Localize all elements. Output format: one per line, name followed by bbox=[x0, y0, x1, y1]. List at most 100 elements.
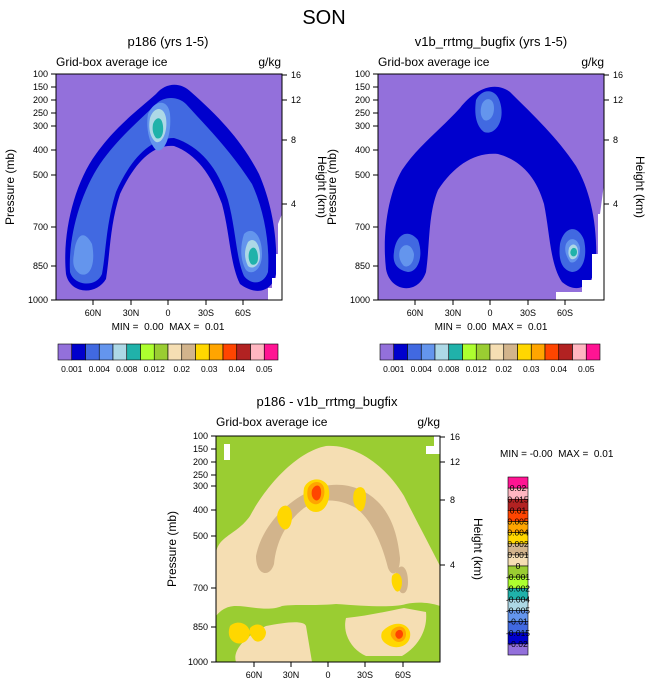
y-tick-label: 400 bbox=[33, 145, 48, 155]
contour-0.001 bbox=[384, 86, 597, 289]
colorbar-label: 0.001 bbox=[61, 364, 83, 374]
y-tick-label: 500 bbox=[193, 531, 208, 541]
y-axis-right: Height (km) 16 12 8 4 bbox=[282, 70, 329, 218]
x-tick-label: 30S bbox=[520, 308, 536, 318]
colorbar-label: 0.001 bbox=[507, 550, 529, 560]
colorbar: 0.001 0.004 0.008 0.012 0.02 0.03 0.04 0.05 bbox=[379, 343, 601, 374]
stats-text: MIN = 0.00 MAX = 0.01 bbox=[435, 322, 548, 333]
colorbar-label: 0.004 bbox=[411, 364, 433, 374]
y-tick-label: 100 bbox=[193, 431, 208, 441]
y-right-tick-label: 8 bbox=[291, 135, 296, 145]
x-tick-label: 60S bbox=[557, 308, 573, 318]
y-right-tick-label: 16 bbox=[291, 70, 301, 80]
y-tick-label: 1000 bbox=[28, 295, 48, 305]
contour-0.02 bbox=[570, 247, 577, 257]
colorbar-swatch bbox=[585, 343, 601, 361]
x-tick-label: 30N bbox=[283, 670, 300, 680]
colorbar-swatch bbox=[98, 343, 114, 361]
y-tick-label: 250 bbox=[33, 108, 48, 118]
colorbar-swatch bbox=[167, 343, 183, 361]
colorbar-swatch bbox=[448, 343, 463, 361]
colorbar-swatch bbox=[517, 343, 532, 361]
colorbar-swatch bbox=[572, 343, 587, 361]
colorbar-label: 0.002 bbox=[507, 539, 529, 549]
missing-data-mask bbox=[556, 184, 604, 300]
y-right-tick-label: 4 bbox=[613, 199, 618, 209]
x-axis: 60N 30N 0 30S 60S bbox=[407, 300, 573, 318]
y-right-tick-label: 8 bbox=[613, 135, 618, 145]
colorbar-swatch bbox=[85, 343, 100, 361]
colorbar-swatch bbox=[71, 343, 86, 361]
colorbar-label: 0.01 bbox=[510, 505, 527, 515]
colorbar-label: -0.002 bbox=[506, 583, 530, 593]
colorbar-label: -0.02 bbox=[508, 639, 528, 649]
contour-area bbox=[378, 74, 604, 300]
colorbar-swatch bbox=[112, 343, 128, 361]
contour-0.008 bbox=[73, 102, 262, 275]
y-tick-label: 500 bbox=[33, 170, 48, 180]
panel-title: p186 - v1b_rrtmg_bugfix bbox=[257, 394, 398, 409]
x-tick-label: 30S bbox=[357, 670, 373, 680]
y-tick-label: 250 bbox=[193, 470, 208, 480]
y-axis-label: Pressure (mb) bbox=[3, 149, 17, 225]
y-right-tick-label: 12 bbox=[613, 95, 623, 105]
subtitle-left: Grid-box average ice bbox=[56, 55, 168, 69]
y-tick-label: 100 bbox=[355, 69, 370, 79]
x-axis: 60N 30N 0 30S 60S bbox=[246, 662, 411, 680]
colorbar-label: 0.05 bbox=[578, 364, 595, 374]
figure-title: SON bbox=[302, 7, 345, 29]
y-axis-label: Pressure (mb) bbox=[325, 149, 339, 225]
colorbar-swatch bbox=[379, 343, 395, 361]
colorbar-swatch bbox=[530, 343, 546, 361]
colorbar-swatch bbox=[489, 343, 505, 361]
y-tick-label: 850 bbox=[193, 622, 208, 632]
y-tick-label: 300 bbox=[193, 481, 208, 491]
y-tick-label: 850 bbox=[33, 261, 48, 271]
contour-0.001 bbox=[65, 84, 277, 291]
y-axis-left: Pressure (mb) 100 150 200 250 300 400 50… bbox=[325, 69, 378, 305]
colorbar-label: 0.001 bbox=[383, 364, 405, 374]
y-axis-right: Height (km) 16 12 8 4 bbox=[604, 70, 647, 218]
plot-frame bbox=[377, 73, 605, 301]
subtitle-left: Grid-box average ice bbox=[378, 55, 490, 69]
y-right-tick-label: 16 bbox=[613, 70, 623, 80]
colorbar-label: 0.012 bbox=[466, 364, 488, 374]
colorbar-swatch bbox=[407, 343, 422, 361]
colorbar-label: -0.001 bbox=[506, 572, 530, 582]
colorbar-label: 0.004 bbox=[89, 364, 111, 374]
y-tick-label: 200 bbox=[33, 95, 48, 105]
panel-title: v1b_rrtmg_bugfix (yrs 1-5) bbox=[415, 34, 567, 49]
y-axis-right-label: Height (km) bbox=[633, 156, 647, 218]
x-tick-label: 60N bbox=[407, 308, 424, 318]
colorbar-label: 0.015 bbox=[507, 494, 529, 504]
contour-area bbox=[216, 436, 440, 662]
missing-data-mask bbox=[268, 214, 282, 300]
y-right-tick-label: 16 bbox=[450, 432, 460, 442]
x-tick-label: 30N bbox=[445, 308, 462, 318]
colorbar-swatch bbox=[558, 343, 573, 361]
colorbar: 0.001 0.004 0.008 0.012 0.02 0.03 0.04 0.05 bbox=[57, 343, 279, 374]
subtitle-right: g/kg bbox=[581, 55, 604, 69]
x-axis: 60N 30N 0 30S 60S bbox=[85, 300, 251, 318]
panel-p186: p186 (yrs 1-5) Grid-box average ice g/kg… bbox=[3, 34, 329, 374]
colorbar-label: -0.01 bbox=[508, 617, 528, 627]
stats-text: MIN = -0.00 MAX = 0.01 bbox=[500, 449, 614, 460]
colorbar-swatch bbox=[181, 343, 196, 361]
y-tick-label: 850 bbox=[355, 261, 370, 271]
colorbar-label: -0.004 bbox=[506, 594, 530, 604]
colorbar-swatch bbox=[393, 343, 408, 361]
y-tick-label: 400 bbox=[193, 505, 208, 515]
colorbar-swatch bbox=[250, 343, 265, 361]
y-tick-label: 500 bbox=[355, 170, 370, 180]
colorbar-label: 0.008 bbox=[116, 364, 138, 374]
y-tick-label: 700 bbox=[355, 222, 370, 232]
x-tick-label: 0 bbox=[325, 670, 330, 680]
y-axis-left: Pressure (mb) 100 150 200 250 300 400 50… bbox=[3, 69, 56, 305]
colorbar-swatch bbox=[420, 343, 436, 361]
subtitle-right: g/kg bbox=[417, 415, 440, 429]
colorbar-swatch bbox=[195, 343, 210, 361]
x-tick-label: 60N bbox=[246, 670, 263, 680]
colorbar-label: 0.005 bbox=[507, 517, 529, 527]
y-tick-label: 150 bbox=[33, 82, 48, 92]
